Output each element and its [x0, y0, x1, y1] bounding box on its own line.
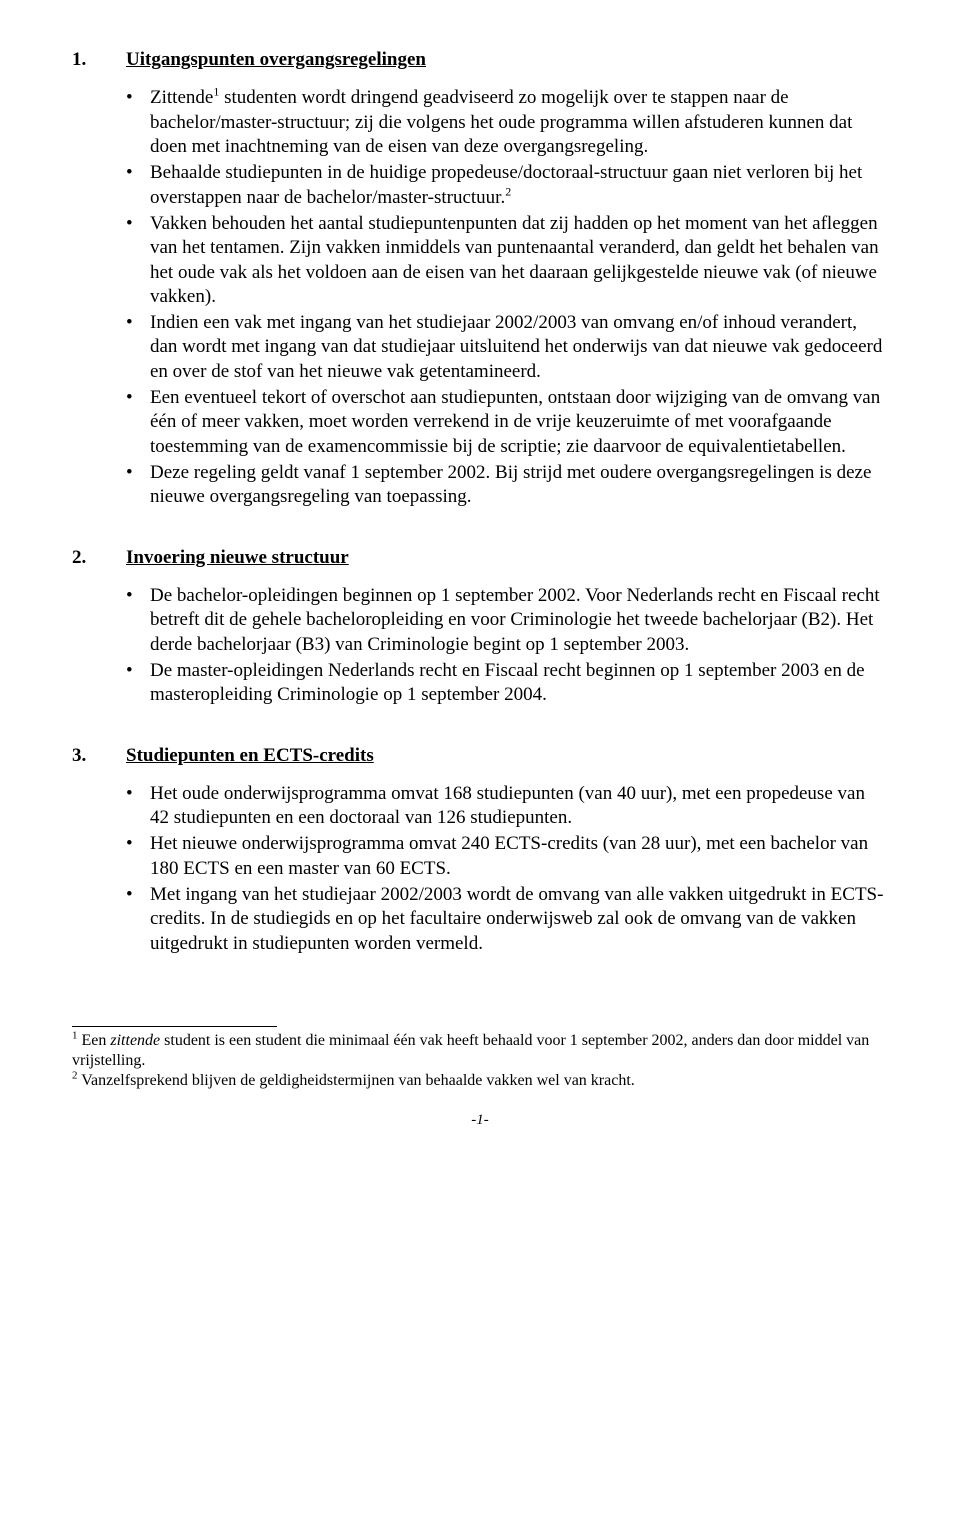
list-item: Het nieuwe onderwijsprogramma omvat 240 …	[126, 832, 888, 881]
section-heading: 3.Studiepunten en ECTS-credits	[72, 744, 888, 768]
section-title: Uitgangspunten overgangsregelingen	[126, 48, 426, 72]
section-number: 1.	[72, 48, 126, 72]
footnote-italic: zittende	[110, 1032, 160, 1049]
bullet-list: Het oude onderwijsprogramma omvat 168 st…	[72, 782, 888, 956]
bullet-text: Met ingang van het studiejaar 2002/2003 …	[150, 884, 883, 954]
bullet-list: Zittende1 studenten wordt dringend geadv…	[72, 86, 888, 509]
section-title: Studiepunten en ECTS-credits	[126, 744, 374, 768]
section-number: 3.	[72, 744, 126, 768]
bullet-text: Vakken behouden het aantal studiepuntenp…	[150, 213, 879, 307]
list-item: De bachelor-opleidingen beginnen op 1 se…	[126, 584, 888, 657]
list-item: Een eventueel tekort of overschot aan st…	[126, 386, 888, 459]
list-item: Indien een vak met ingang van het studie…	[126, 311, 888, 384]
section-number: 2.	[72, 546, 126, 570]
bullet-text: studenten wordt dringend geadviseerd zo …	[150, 87, 852, 157]
list-item: Zittende1 studenten wordt dringend geadv…	[126, 86, 888, 159]
footnote: 1 Een zittende student is een student di…	[72, 1031, 888, 1071]
footnote-text: student is een student die minimaal één …	[72, 1032, 869, 1069]
list-item: Met ingang van het studiejaar 2002/2003 …	[126, 883, 888, 956]
footnote-text: Vanzelfsprekend blijven de geldigheidste…	[78, 1072, 635, 1089]
bullet-text: De bachelor-opleidingen beginnen op 1 se…	[150, 585, 880, 655]
bullet-list: De bachelor-opleidingen beginnen op 1 se…	[72, 584, 888, 708]
list-item: Het oude onderwijsprogramma omvat 168 st…	[126, 782, 888, 831]
bullet-text: Zittende	[150, 87, 213, 108]
list-item: Deze regeling geldt vanaf 1 september 20…	[126, 461, 888, 510]
footnote: 2 Vanzelfsprekend blijven de geldigheids…	[72, 1071, 888, 1091]
bullet-text: De master-opleidingen Nederlands recht e…	[150, 660, 865, 705]
footnote-ref: 2	[505, 184, 511, 198]
page-number: -1-	[72, 1111, 888, 1130]
list-item: De master-opleidingen Nederlands recht e…	[126, 659, 888, 708]
bullet-text: Het oude onderwijsprogramma omvat 168 st…	[150, 783, 865, 828]
bullet-text: Het nieuwe onderwijsprogramma omvat 240 …	[150, 833, 868, 878]
footnote-rule	[72, 1026, 277, 1027]
section-heading: 1.Uitgangspunten overgangsregelingen	[72, 48, 888, 72]
section-title: Invoering nieuwe structuur	[126, 546, 349, 570]
list-item: Vakken behouden het aantal studiepuntenp…	[126, 212, 888, 309]
bullet-text: Deze regeling geldt vanaf 1 september 20…	[150, 462, 871, 507]
list-item: Behaalde studiepunten in de huidige prop…	[126, 161, 888, 210]
bullet-text: Een eventueel tekort of overschot aan st…	[150, 387, 880, 457]
section-heading: 2.Invoering nieuwe structuur	[72, 546, 888, 570]
footnote-text: Een	[78, 1032, 111, 1049]
bullet-text: Indien een vak met ingang van het studie…	[150, 312, 882, 382]
